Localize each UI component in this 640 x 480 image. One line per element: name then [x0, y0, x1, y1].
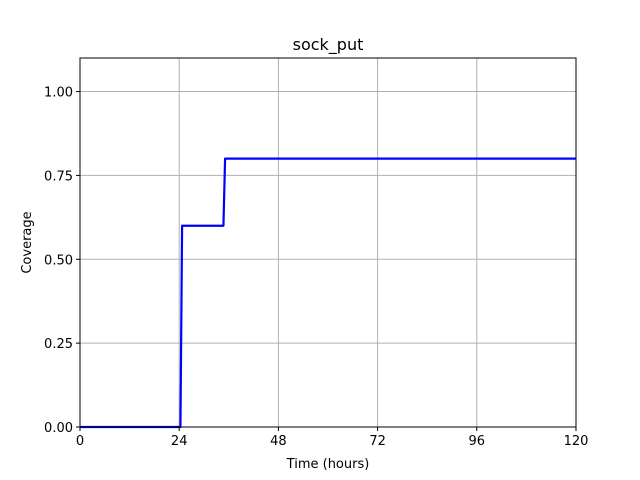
- plot-frame: [79, 57, 577, 428]
- x-axis-label: Time (hours): [286, 457, 370, 472]
- x-tick-label: 96: [469, 434, 486, 449]
- x-tick-label: 24: [171, 434, 188, 449]
- x-tick-label: 120: [564, 434, 589, 449]
- y-tick-label: 0.75: [44, 169, 73, 184]
- y-tick-label: 1.00: [44, 86, 73, 101]
- x-tick-label: 48: [270, 434, 287, 449]
- y-tick-label: 0.00: [44, 421, 73, 436]
- y-axis-label: Coverage: [20, 211, 35, 273]
- y-tick-label: 0.50: [44, 253, 73, 268]
- x-tick-label: 0: [76, 434, 84, 449]
- chart-title: sock_put: [293, 35, 364, 55]
- ticks: 0 24 48 72 96 120 0.00 0.25 0.50 0.75 1.00: [44, 86, 588, 449]
- x-tick-label: 72: [369, 434, 386, 449]
- y-tick-label: 0.25: [44, 337, 73, 352]
